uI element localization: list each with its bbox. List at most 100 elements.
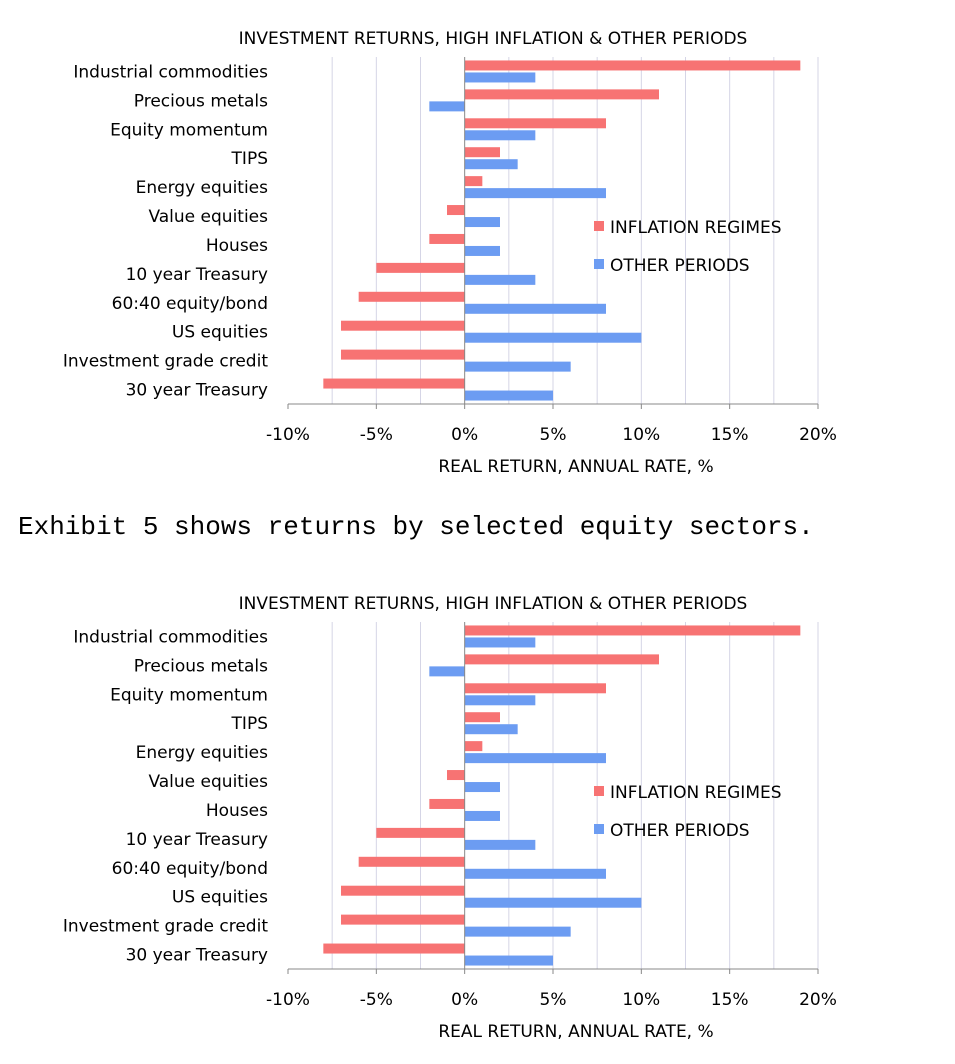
x-tick-label: 5%: [540, 425, 567, 445]
x-tick-label: 5%: [540, 990, 567, 1010]
bar-other-periods-industrial-commodities: [464, 637, 536, 648]
bar-inflation-regimes-precious-metals: [464, 89, 659, 100]
legend-swatch-inflation-regimes: [594, 786, 604, 796]
category-label-60-40-equity-bond: 60:40 equity/bond: [112, 294, 268, 314]
bar-other-periods-energy-equities: [464, 753, 606, 764]
bar-inflation-regimes-houses: [429, 798, 465, 809]
bar-inflation-regimes-industrial-commodities: [464, 625, 801, 636]
bar-inflation-regimes-30-year-treasury: [323, 943, 465, 954]
legend-swatch-other-periods: [594, 259, 604, 269]
bar-other-periods-value-equities: [464, 782, 500, 793]
category-label-houses: Houses: [206, 801, 268, 821]
bar-other-periods-us-equities: [464, 332, 642, 343]
chart-bottom: INVESTMENT RETURNS, HIGH INFLATION & OTH…: [0, 565, 955, 1050]
x-tick-label: 0%: [451, 425, 478, 445]
bar-other-periods-equity-momentum: [464, 695, 536, 706]
bar-inflation-regimes-value-equities: [447, 770, 465, 781]
category-label-60-40-equity-bond: 60:40 equity/bond: [112, 859, 268, 879]
category-label-equity-momentum: Equity momentum: [110, 685, 268, 705]
category-label-industrial-commodities: Industrial commodities: [73, 62, 268, 82]
category-label-energy-equities: Energy equities: [136, 178, 269, 198]
bar-inflation-regimes-us-equities: [341, 885, 465, 896]
bar-other-periods-investment-grade-credit: [464, 361, 571, 372]
x-tick-label: -10%: [266, 990, 310, 1010]
bar-inflation-regimes-equity-momentum: [464, 118, 606, 129]
bar-other-periods-tips: [464, 724, 518, 735]
bar-other-periods-60-40-equity-bond: [464, 303, 606, 314]
bar-other-periods-industrial-commodities: [464, 72, 536, 83]
legend: INFLATION REGIMES OTHER PERIODS: [594, 783, 782, 841]
bars: [323, 625, 801, 966]
x-tick-label: 10%: [622, 425, 660, 445]
bar-inflation-regimes-60-40-equity-bond: [358, 856, 465, 867]
x-tick-label: 10%: [622, 990, 660, 1010]
bars: [323, 60, 801, 401]
legend-swatch-other-periods: [594, 824, 604, 834]
bar-inflation-regimes-precious-metals: [464, 654, 659, 665]
bar-inflation-regimes-tips: [464, 712, 500, 723]
chart-top-svg: INVESTMENT RETURNS, HIGH INFLATION & OTH…: [63, 29, 837, 477]
bar-inflation-regimes-equity-momentum: [464, 683, 606, 694]
bar-inflation-regimes-30-year-treasury: [323, 378, 465, 389]
x-tick-label: 15%: [711, 990, 749, 1010]
x-axis-label: REAL RETURN, ANNUAL RATE, %: [438, 1022, 713, 1042]
category-label-30-year-treasury: 30 year Treasury: [126, 946, 268, 966]
category-label-precious-metals: Precious metals: [134, 656, 268, 676]
bar-other-periods-equity-momentum: [464, 130, 536, 141]
category-label-value-equities: Value equities: [148, 772, 268, 792]
bar-other-periods-precious-metals: [429, 101, 465, 112]
category-label-value-equities: Value equities: [148, 207, 268, 227]
category-label-precious-metals: Precious metals: [134, 91, 268, 111]
bar-other-periods-investment-grade-credit: [464, 926, 571, 937]
x-tick-label: 0%: [451, 990, 478, 1010]
bar-other-periods-tips: [464, 159, 518, 170]
bar-inflation-regimes-tips: [464, 147, 500, 158]
bar-other-periods-houses: [464, 810, 500, 821]
category-label-10-year-treasury: 10 year Treasury: [126, 265, 268, 285]
bar-other-periods-10-year-treasury: [464, 839, 536, 850]
bar-other-periods-30-year-treasury: [464, 955, 553, 966]
bar-inflation-regimes-investment-grade-credit: [341, 349, 465, 360]
legend-label-inflation-regimes: INFLATION REGIMES: [610, 218, 782, 238]
bar-inflation-regimes-10-year-treasury: [376, 827, 465, 838]
category-label-us-equities: US equities: [172, 888, 268, 908]
bar-inflation-regimes-houses: [429, 233, 465, 244]
bar-other-periods-10-year-treasury: [464, 274, 536, 285]
x-axis-label: REAL RETURN, ANNUAL RATE, %: [438, 457, 713, 477]
bar-inflation-regimes-industrial-commodities: [464, 60, 801, 71]
bar-other-periods-30-year-treasury: [464, 390, 553, 401]
bar-inflation-regimes-value-equities: [447, 205, 465, 216]
x-tick-label: -5%: [360, 425, 393, 445]
legend: INFLATION REGIMES OTHER PERIODS: [594, 218, 782, 276]
chart-top: INVESTMENT RETURNS, HIGH INFLATION & OTH…: [0, 0, 955, 485]
bar-inflation-regimes-10-year-treasury: [376, 262, 465, 273]
bar-inflation-regimes-investment-grade-credit: [341, 914, 465, 925]
category-label-investment-grade-credit: Investment grade credit: [63, 917, 268, 937]
bar-inflation-regimes-60-40-equity-bond: [358, 291, 465, 302]
bar-other-periods-60-40-equity-bond: [464, 868, 606, 879]
category-label-tips: TIPS: [231, 714, 268, 734]
bar-other-periods-us-equities: [464, 897, 642, 908]
category-label-30-year-treasury: 30 year Treasury: [126, 381, 268, 401]
bar-other-periods-precious-metals: [429, 666, 465, 677]
category-label-houses: Houses: [206, 236, 268, 256]
bar-other-periods-value-equities: [464, 217, 500, 228]
bar-inflation-regimes-energy-equities: [464, 176, 483, 187]
category-label-energy-equities: Energy equities: [136, 743, 269, 763]
bar-other-periods-houses: [464, 245, 500, 256]
legend-label-other-periods: OTHER PERIODS: [610, 256, 750, 276]
legend-label-other-periods: OTHER PERIODS: [610, 821, 750, 841]
category-label-us-equities: US equities: [172, 323, 268, 343]
category-label-tips: TIPS: [231, 149, 268, 169]
category-label-10-year-treasury: 10 year Treasury: [126, 830, 268, 850]
x-tick-label: 20%: [799, 425, 837, 445]
category-label-investment-grade-credit: Investment grade credit: [63, 352, 268, 372]
category-label-equity-momentum: Equity momentum: [110, 120, 268, 140]
x-tick-label: -5%: [360, 990, 393, 1010]
x-tick-label: 20%: [799, 990, 837, 1010]
category-label-industrial-commodities: Industrial commodities: [73, 627, 268, 647]
chart-title: INVESTMENT RETURNS, HIGH INFLATION & OTH…: [239, 594, 748, 614]
bar-inflation-regimes-energy-equities: [464, 741, 483, 752]
chart-title: INVESTMENT RETURNS, HIGH INFLATION & OTH…: [239, 29, 748, 49]
bar-inflation-regimes-us-equities: [341, 320, 465, 331]
